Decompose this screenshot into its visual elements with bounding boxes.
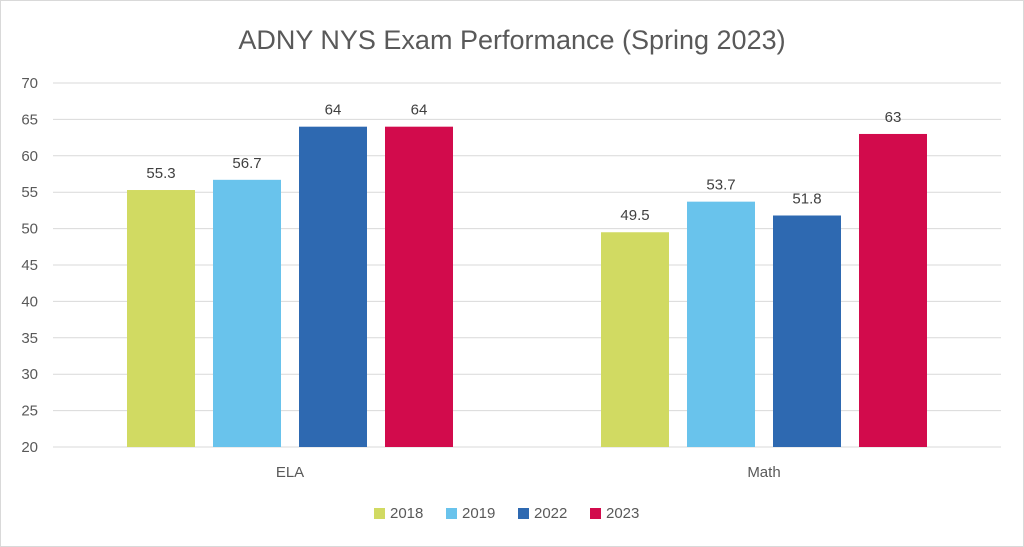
y-tick-label: 25 — [21, 403, 38, 420]
bar-ela-2018 — [127, 190, 195, 448]
bar-ela-2019 — [213, 179, 281, 447]
y-tick-label: 45 — [21, 257, 38, 274]
y-tick-label: 50 — [21, 221, 38, 238]
legend-label: 2018 — [390, 505, 423, 522]
x-axis-categories: ELA Math — [276, 464, 781, 481]
gridlines — [53, 82, 1001, 448]
data-label: 53.7 — [706, 177, 735, 194]
legend-label: 2022 — [534, 505, 567, 522]
y-tick-label: 35 — [21, 330, 38, 347]
x-category-label: Math — [747, 464, 780, 481]
y-axis-ticks: 20 25 30 35 40 45 50 55 60 65 70 — [21, 75, 38, 456]
y-tick-label: 65 — [21, 111, 38, 128]
data-label: 55.3 — [146, 165, 175, 182]
data-label: 63 — [885, 109, 902, 126]
data-labels: 55.3 56.7 64 64 49.5 53.7 51.8 63 — [146, 102, 901, 225]
y-tick-label: 60 — [21, 148, 38, 165]
bar-math-2023 — [859, 133, 927, 447]
legend-swatch-2022 — [518, 508, 529, 519]
bar-math-2022 — [773, 215, 841, 447]
bar-math-2019 — [687, 201, 755, 447]
legend-swatch-2018 — [374, 508, 385, 519]
y-tick-label: 55 — [21, 184, 38, 201]
bar-ela-2023 — [385, 126, 453, 448]
y-tick-label: 70 — [21, 75, 38, 92]
legend-swatch-2023 — [590, 508, 601, 519]
data-label: 51.8 — [792, 190, 821, 207]
x-category-label: ELA — [276, 464, 304, 481]
bar-math-2018 — [601, 232, 669, 447]
y-tick-label: 20 — [21, 439, 38, 456]
legend-label: 2023 — [606, 505, 639, 522]
data-label: 56.7 — [232, 155, 261, 172]
data-label: 49.5 — [620, 207, 649, 224]
data-label: 64 — [411, 102, 428, 119]
bar-ela-2022 — [299, 126, 367, 448]
legend: 2018 2019 2022 2023 — [374, 505, 639, 522]
y-tick-label: 40 — [21, 293, 38, 310]
y-tick-label: 30 — [21, 366, 38, 383]
bars — [127, 126, 927, 448]
legend-label: 2019 — [462, 505, 495, 522]
legend-swatch-2019 — [446, 508, 457, 519]
data-label: 64 — [325, 102, 342, 119]
chart-title: ADNY NYS Exam Performance (Spring 2023) — [238, 25, 785, 55]
